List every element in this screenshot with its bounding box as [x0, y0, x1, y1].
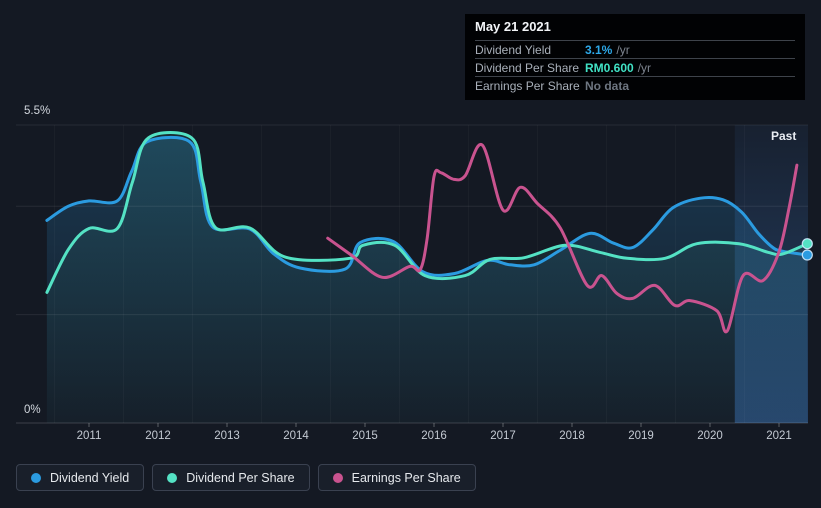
legend-item-dividend-per-share[interactable]: Dividend Per Share [152, 464, 310, 491]
chart-tooltip: May 21 2021 Dividend Yield 3.1% /yr Divi… [465, 14, 805, 100]
tooltip-value: No data [585, 78, 630, 93]
dividend-per-share-dot-icon [167, 472, 178, 483]
dividend-yield-line [45, 135, 809, 277]
earnings-per-share-line [326, 143, 799, 334]
x-axis-label-2014: 2014 [283, 430, 309, 442]
x-axis-label-2017: 2017 [490, 430, 516, 442]
x-axis-label-2019: 2019 [628, 430, 654, 442]
tooltip-label: Earnings Per Share [475, 78, 580, 93]
tooltip-value-suffix: /yr [637, 60, 652, 75]
dividend-yield-dot-icon [31, 472, 41, 483]
tooltip-date: May 21 2021 [475, 19, 551, 34]
legend-item-earnings-per-share[interactable]: Earnings Per Share [317, 464, 476, 491]
chart-legend: Dividend Yield Dividend Per Share Earnin… [16, 464, 476, 491]
x-axis: 2011 2012 2013 2014 2015 2016 2017 2018 2019 2020… [0, 430, 821, 446]
dividend-yield-end-dot [801, 249, 813, 261]
past-period-label: Past [771, 129, 797, 143]
dividend-per-share-line [45, 131, 809, 294]
x-axis-label-2013: 2013 [214, 430, 240, 442]
dividend-per-share-end-dot [801, 238, 813, 250]
tooltip-row-dividend-yield: Dividend Yield 3.1% /yr [475, 40, 795, 58]
x-axis-label-2021: 2021 [766, 430, 792, 442]
earnings-per-share-dot-icon [332, 472, 343, 483]
y-axis-label-top: 5.5% [24, 105, 51, 117]
legend-label: Dividend Yield [50, 470, 130, 485]
y-axis-label-bottom: 0% [24, 404, 41, 416]
x-axis-label-2016: 2016 [421, 430, 447, 442]
x-axis-label-2015: 2015 [352, 430, 378, 442]
x-axis-label-2011: 2011 [76, 430, 102, 442]
x-axis-label-2018: 2018 [559, 430, 585, 442]
tooltip-value: RM0.600 [585, 60, 634, 75]
tooltip-row-dividend-per-share: Dividend Per Share RM0.600 /yr [475, 58, 795, 76]
tooltip-label: Dividend Yield [475, 42, 552, 57]
legend-label: Dividend Per Share [186, 470, 295, 485]
tooltip-row-earnings-per-share: Earnings Per Share No data [475, 76, 795, 94]
tooltip-label: Dividend Per Share [475, 60, 580, 75]
legend-label: Earnings Per Share [351, 470, 461, 485]
x-axis-label-2012: 2012 [145, 430, 171, 442]
tooltip-value: 3.1% [585, 42, 613, 57]
x-axis-label-2020: 2020 [697, 430, 723, 442]
legend-item-dividend-yield[interactable]: Dividend Yield [16, 464, 145, 491]
tooltip-value-suffix: /yr [616, 42, 630, 57]
